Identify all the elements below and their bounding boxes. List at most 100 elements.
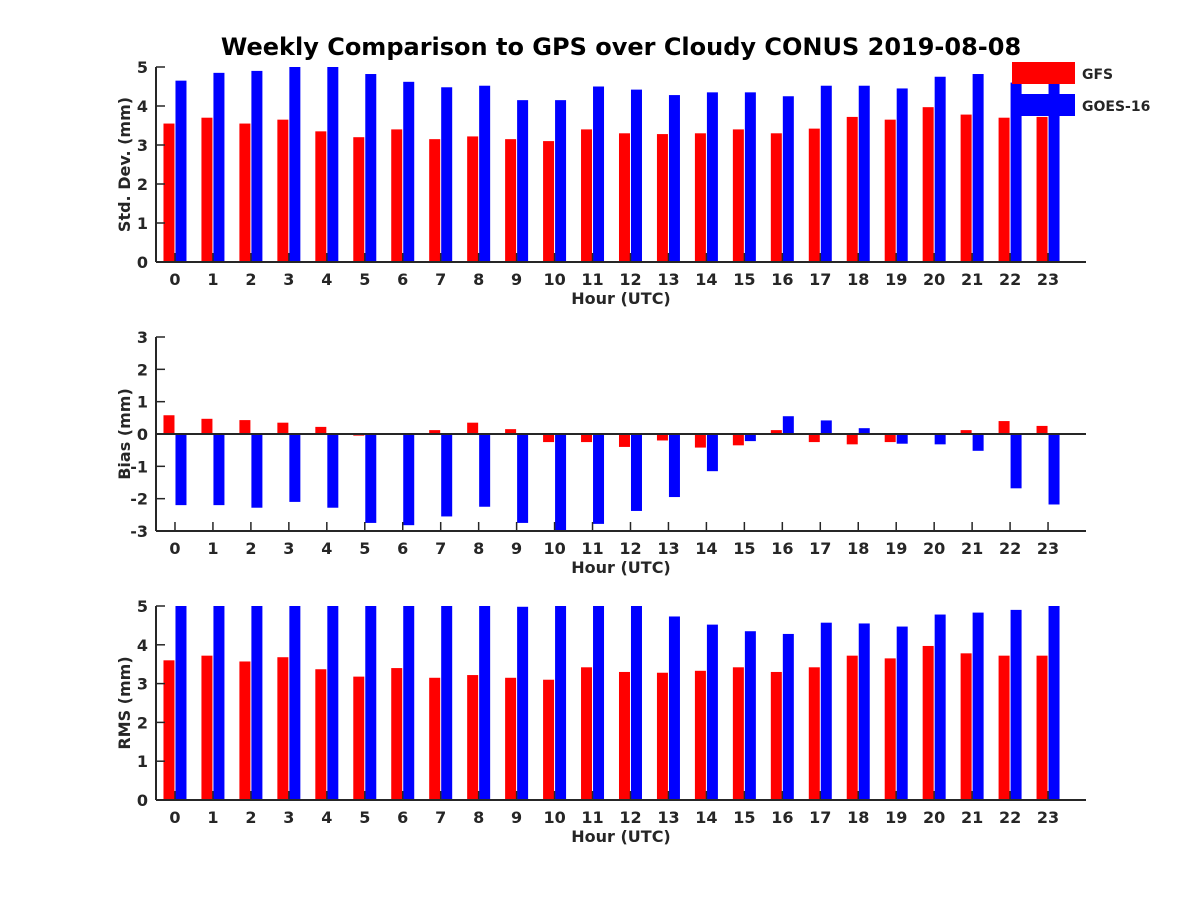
bar-goes16-p1-h23 — [1048, 82, 1060, 262]
y-tick-label-p2: 3 — [137, 328, 148, 347]
bar-goes16-p3-h21 — [972, 612, 984, 800]
bar-gfs-p3-h18 — [846, 655, 858, 800]
bar-gfs-p3-h9 — [505, 677, 517, 800]
y-tick-label-p1: 2 — [137, 175, 148, 194]
x-tick-label-p1: 22 — [999, 270, 1021, 289]
bar-goes16-p1-h8 — [479, 85, 491, 262]
bar-goes16-p3-h12 — [630, 606, 642, 800]
x-axis-label-p2: Hour (UTC) — [571, 558, 671, 577]
bar-gfs-p3-h8 — [467, 675, 479, 800]
y-tick-label-p1: 5 — [137, 58, 148, 77]
x-tick-label-p1: 16 — [771, 270, 793, 289]
bar-gfs-p2-h17 — [808, 434, 820, 443]
bar-gfs-p3-h0 — [163, 660, 175, 800]
bar-gfs-p2-h22 — [998, 421, 1010, 434]
x-tick-label-p3: 12 — [619, 808, 641, 827]
bar-gfs-p1-h23 — [1036, 116, 1048, 262]
x-tick-label-p1: 18 — [847, 270, 869, 289]
bar-goes16-p1-h10 — [555, 100, 567, 263]
bar-goes16-p2-h1 — [213, 434, 225, 506]
x-tick-label-p2: 21 — [961, 539, 983, 558]
x-tick-label-p2: 19 — [885, 539, 907, 558]
bar-gfs-p1-h14 — [694, 133, 706, 262]
y-tick-label-p1: 1 — [137, 214, 148, 233]
x-tick-label-p2: 18 — [847, 539, 869, 558]
bar-goes16-p3-h2 — [251, 606, 263, 800]
bar-gfs-p3-h16 — [770, 671, 782, 800]
bar-gfs-p3-h13 — [656, 672, 668, 800]
bar-goes16-p2-h23 — [1048, 434, 1060, 505]
bar-goes16-p1-h14 — [706, 92, 718, 262]
bar-gfs-p2-h9 — [505, 429, 517, 434]
bar-goes16-p2-h21 — [972, 434, 984, 451]
x-tick-label-p2: 13 — [657, 539, 679, 558]
legend-swatch-goes16 — [1012, 94, 1075, 116]
y-tick-label-p2: 2 — [137, 360, 148, 379]
bar-gfs-p3-h4 — [315, 669, 327, 800]
bar-gfs-p3-h21 — [960, 653, 972, 800]
x-tick-label-p1: 10 — [543, 270, 565, 289]
x-tick-label-p3: 10 — [543, 808, 565, 827]
x-tick-label-p2: 17 — [809, 539, 831, 558]
bar-goes16-p3-h23 — [1048, 606, 1060, 800]
x-tick-label-p1: 20 — [923, 270, 945, 289]
legend-label-gfs: GFS — [1082, 67, 1113, 83]
x-tick-label-p3: 14 — [695, 808, 717, 827]
bar-goes16-p1-h5 — [365, 74, 377, 263]
x-tick-label-p2: 5 — [359, 539, 370, 558]
bar-gfs-p1-h6 — [391, 129, 403, 262]
bar-gfs-p3-h3 — [277, 657, 289, 800]
bar-gfs-p2-h2 — [239, 420, 251, 434]
x-tick-label-p3: 17 — [809, 808, 831, 827]
bar-gfs-p1-h10 — [543, 141, 555, 262]
bar-goes16-p3-h1 — [213, 606, 225, 800]
bar-goes16-p3-h10 — [555, 606, 567, 800]
bar-goes16-p1-h22 — [1010, 82, 1022, 262]
bar-goes16-p1-h7 — [441, 87, 453, 262]
bar-gfs-p3-h23 — [1036, 655, 1048, 800]
x-tick-label-p3: 8 — [473, 808, 484, 827]
x-tick-label-p3: 13 — [657, 808, 679, 827]
bar-goes16-p2-h6 — [403, 434, 415, 526]
bar-gfs-p1-h22 — [998, 117, 1010, 262]
bar-goes16-p3-h8 — [479, 606, 491, 800]
bar-gfs-p2-h0 — [163, 415, 175, 434]
x-tick-label-p1: 3 — [283, 270, 294, 289]
x-tick-label-p1: 14 — [695, 270, 717, 289]
bar-goes16-p1-h17 — [820, 85, 832, 262]
bar-goes16-p1-h4 — [327, 67, 339, 262]
bar-gfs-p1-h11 — [581, 129, 593, 262]
bar-gfs-p2-h10 — [543, 434, 555, 443]
bar-gfs-p3-h14 — [694, 670, 706, 800]
x-tick-label-p1: 4 — [321, 270, 332, 289]
x-tick-label-p3: 3 — [283, 808, 294, 827]
bar-gfs-p3-h10 — [543, 679, 555, 800]
bar-goes16-p1-h3 — [289, 67, 301, 262]
bar-goes16-p3-h20 — [934, 614, 946, 800]
y-axis-label-p2: Bias (mm) — [115, 388, 134, 480]
bar-gfs-p1-h15 — [732, 129, 744, 262]
x-tick-label-p2: 16 — [771, 539, 793, 558]
bar-gfs-p2-h1 — [201, 418, 213, 434]
x-tick-label-p3: 20 — [923, 808, 945, 827]
bar-gfs-p2-h16 — [770, 430, 782, 434]
bar-goes16-p2-h0 — [175, 434, 187, 506]
bar-goes16-p2-h16 — [782, 416, 794, 434]
bar-goes16-p2-h19 — [896, 434, 908, 444]
x-tick-label-p2: 12 — [619, 539, 641, 558]
legend-label-goes16: GOES-16 — [1082, 99, 1150, 115]
bar-goes16-p3-h15 — [744, 631, 756, 800]
y-tick-label-p1: 3 — [137, 136, 148, 155]
x-axis-label-p1: Hour (UTC) — [571, 289, 671, 308]
x-tick-label-p1: 6 — [397, 270, 408, 289]
x-tick-label-p3: 22 — [999, 808, 1021, 827]
bar-gfs-p1-h8 — [467, 136, 479, 262]
bar-gfs-p3-h22 — [998, 655, 1010, 800]
bar-goes16-p1-h19 — [896, 88, 908, 262]
bar-goes16-p3-h22 — [1010, 609, 1022, 800]
x-tick-label-p2: 6 — [397, 539, 408, 558]
bar-gfs-p1-h2 — [239, 123, 251, 262]
bar-gfs-p2-h19 — [884, 434, 896, 443]
y-tick-label-p2: -2 — [130, 490, 148, 509]
x-tick-label-p3: 16 — [771, 808, 793, 827]
